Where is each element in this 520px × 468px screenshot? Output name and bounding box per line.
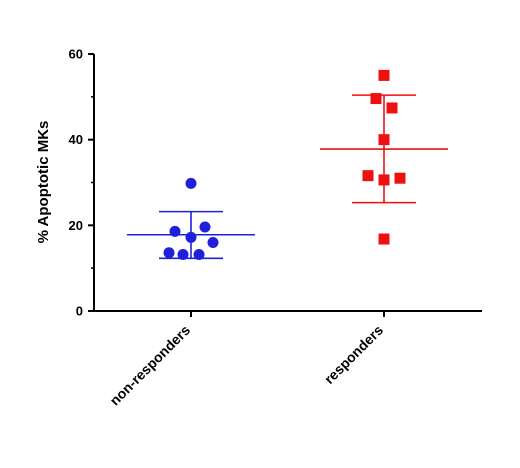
y-tick-label: 0	[76, 304, 83, 319]
y-axis-title: % Apoptotic MKs	[35, 121, 52, 244]
data-point	[378, 174, 390, 186]
y-tick-label: 20	[69, 218, 83, 233]
x-axis: non-responders responders	[93, 310, 482, 409]
series-non-responders	[127, 177, 255, 260]
x-tick-label: non-responders	[106, 322, 193, 409]
data-point	[370, 93, 382, 105]
data-point	[185, 177, 197, 189]
data-point	[207, 236, 219, 248]
x-tick-label: responders	[321, 322, 386, 387]
series-responders	[320, 69, 448, 245]
data-point	[169, 225, 181, 237]
data-point	[163, 247, 175, 259]
y-axis: 0 20 40 60	[69, 47, 95, 319]
data-point	[199, 221, 211, 233]
data-point	[362, 170, 374, 182]
data-point	[378, 233, 390, 245]
y-tick-label: 60	[69, 47, 83, 62]
data-point	[386, 102, 398, 114]
data-point	[177, 248, 189, 260]
data-point	[185, 231, 197, 243]
data-point	[378, 69, 390, 81]
data-point	[394, 172, 406, 184]
data-point	[378, 134, 390, 146]
y-tick-label: 40	[69, 132, 83, 147]
data-point	[193, 248, 205, 260]
